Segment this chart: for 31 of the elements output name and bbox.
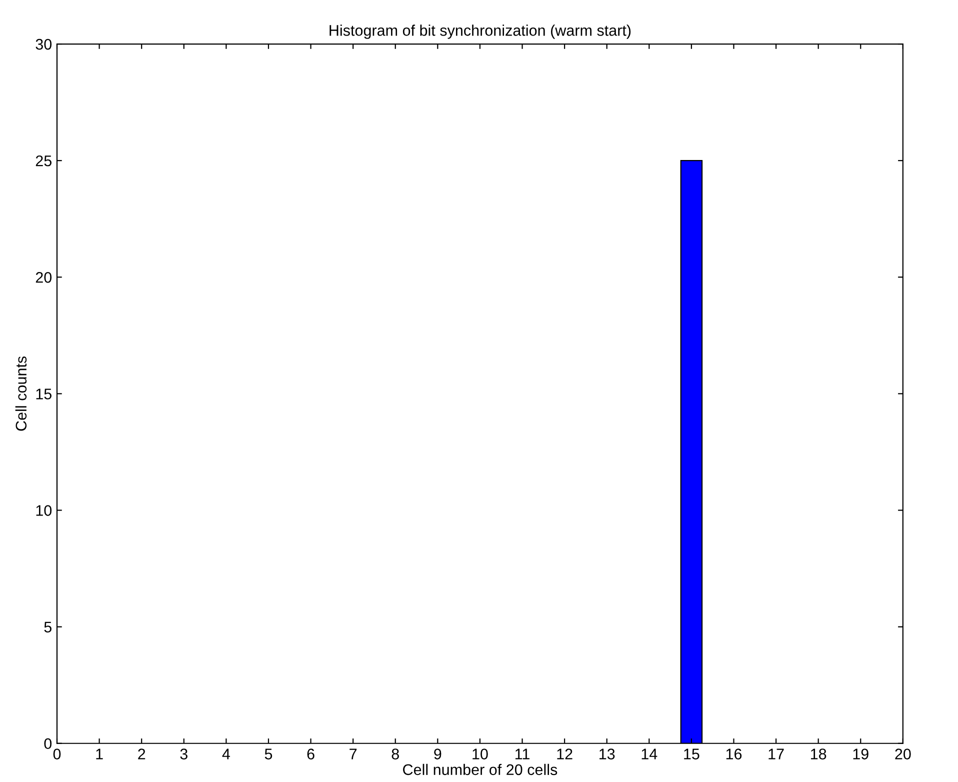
x-tick-label: 14 [642,748,658,760]
x-tick-label: 10 [472,748,488,760]
x-tick-label: 18 [810,748,826,760]
y-axis-title: Cell counts [15,356,27,431]
x-tick-label: 7 [350,748,357,760]
x-tick-label: 20 [895,748,911,760]
x-tick-label: 12 [557,748,572,760]
x-tick-label: 9 [434,748,442,760]
x-tick-label: 2 [138,748,146,760]
x-tick-label: 6 [307,748,314,760]
x-tick-label: 16 [726,748,742,760]
chart-title: Histogram of bit synchronization (warm start) [330,24,631,39]
x-tick-label: 11 [515,748,530,760]
x-tick-label: 4 [222,748,230,760]
x-tick-label: 0 [53,748,61,760]
y-tick-label: 0 [44,738,52,750]
y-tick-label: 30 [36,38,52,50]
x-tick-label: 17 [768,748,784,760]
y-tick-label: 25 [36,155,52,166]
y-tick-label: 15 [36,388,52,400]
x-tick-label: 1 [96,748,103,760]
y-tick-label: 10 [36,505,52,516]
x-axis-title: Cell number of 20 cells [403,764,558,776]
x-tick-label: 5 [264,748,272,760]
x-tick-label: 19 [853,748,868,760]
x-tick-label: 3 [180,748,188,760]
x-tick-label: 15 [684,748,700,760]
x-tick-label: 13 [600,748,615,760]
y-tick-label: 5 [44,622,52,632]
x-tick-label: 8 [392,748,399,760]
y-tick-label: 20 [36,272,52,283]
